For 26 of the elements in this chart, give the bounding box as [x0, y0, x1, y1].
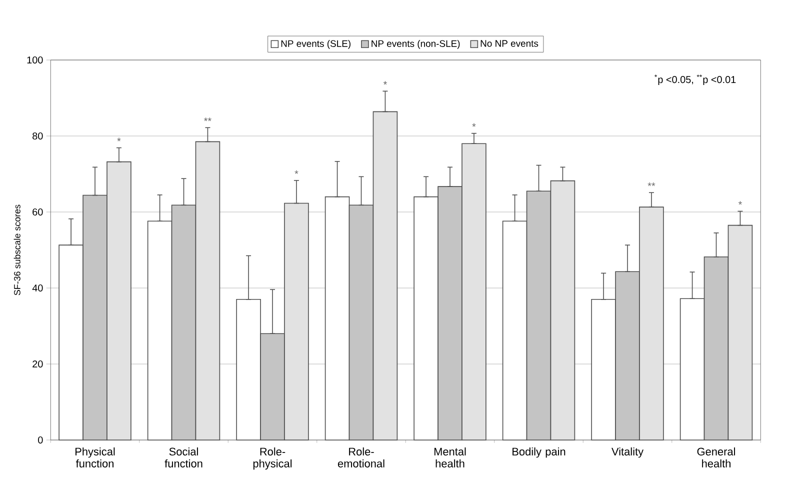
data-label: **: [204, 118, 212, 122]
x-tick-label: Role-physical: [253, 447, 292, 470]
y-axis-title: SF-36 subscale scores: [14, 204, 20, 296]
data-label: *: [383, 81, 387, 85]
y-tick-label: 40: [32, 284, 43, 292]
y-tick-label: 60: [32, 208, 43, 216]
legend-label: NP events (non-SLE): [372, 40, 460, 49]
x-tick-label: Vitality: [612, 447, 644, 458]
x-tick-label: Bodily pain: [512, 447, 566, 458]
x-tick-label: Role-emotional: [338, 447, 384, 468]
data-label: **: [648, 182, 656, 186]
legend-label: NP events (SLE): [281, 40, 350, 49]
legend-label: No NP events: [480, 40, 538, 47]
data-label: *: [472, 123, 476, 127]
x-tick-label: Mental health: [434, 447, 466, 468]
x-tick-label: Physical function: [76, 447, 115, 468]
data-label: *: [294, 170, 298, 174]
annotation: $^{*}$p <0.05, $^{**}$p <0.01: [654, 74, 736, 86]
y-tick-label: 100: [27, 56, 43, 64]
x-tick-label: Social function: [164, 447, 202, 468]
data-label: *: [738, 201, 742, 205]
y-tick-label: 80: [32, 132, 43, 140]
data-label: *: [117, 138, 121, 142]
x-tick-label: General health: [697, 447, 736, 468]
y-tick-label: 20: [32, 360, 43, 368]
y-tick-label: 0: [38, 436, 43, 444]
